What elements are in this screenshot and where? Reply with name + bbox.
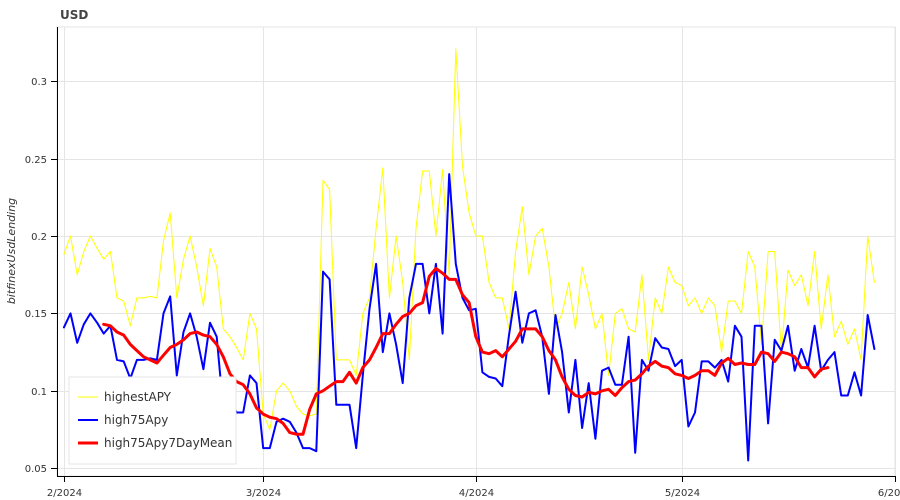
x-tick-label: 2/2024: [47, 488, 82, 499]
x-tick-label: 5/2024: [665, 488, 700, 499]
legend-label-highestAPY: highestAPY: [104, 390, 172, 404]
chart-title: USD: [60, 8, 88, 22]
x-tick-label: 3/2024: [246, 488, 281, 499]
y-tick-label: 0.1: [31, 387, 47, 398]
y-axis-label: bitfinexUsdLending: [5, 198, 18, 304]
y-tick-label: 0.15: [25, 309, 47, 320]
y-tick-label: 0.25: [25, 155, 47, 166]
x-tick-label: 4/2024: [459, 488, 494, 499]
x-tick-label: 6/2024: [878, 488, 900, 499]
series-lines: [62, 48, 876, 462]
y-ticks: 0.05 0.1 0.15 0.2 0.25 0.3: [25, 77, 57, 475]
legend-label-high75Apy: high75Apy: [104, 413, 168, 427]
legend-label-high75Apy7DayMean: high75Apy7DayMean: [104, 436, 232, 450]
y-tick-label: 0.05: [25, 464, 47, 475]
series-line-highestAPY: [63, 48, 875, 431]
x-ticks: 2/2024 3/2024 4/2024 5/2024 6/2024: [47, 476, 900, 499]
series-line-high75Apy7DayMean: [102, 267, 830, 436]
legend: highestAPY high75Apy high75Apy7DayMean: [68, 376, 237, 465]
y-tick-label: 0.2: [31, 232, 47, 243]
y-tick-label: 0.3: [31, 77, 47, 88]
